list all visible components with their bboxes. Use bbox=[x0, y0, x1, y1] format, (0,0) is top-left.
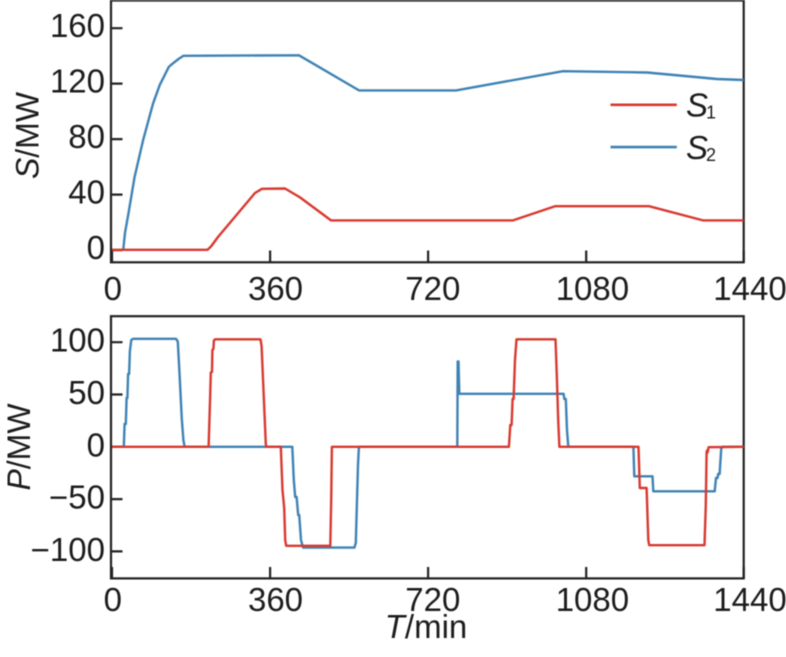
svg-text:1440: 1440 bbox=[713, 270, 786, 307]
svg-text:0: 0 bbox=[104, 581, 122, 618]
svg-text:1440: 1440 bbox=[713, 581, 786, 618]
svg-text:40: 40 bbox=[68, 174, 105, 211]
svg-text:S: S bbox=[686, 87, 708, 124]
svg-text:360: 360 bbox=[248, 581, 303, 618]
svg-text:120: 120 bbox=[50, 63, 105, 100]
svg-text:160: 160 bbox=[50, 7, 105, 44]
svg-text:S/MW: S/MW bbox=[10, 91, 46, 179]
svg-text:1080: 1080 bbox=[556, 270, 629, 307]
svg-text:−100: −100 bbox=[31, 531, 105, 568]
svg-text:1: 1 bbox=[706, 103, 716, 123]
svg-text:100: 100 bbox=[50, 322, 105, 359]
svg-text:2: 2 bbox=[706, 145, 716, 165]
svg-text:0: 0 bbox=[104, 270, 122, 307]
svg-text:P/MW: P/MW bbox=[1, 403, 37, 491]
svg-text:−50: −50 bbox=[49, 479, 105, 516]
svg-text:360: 360 bbox=[248, 270, 303, 307]
svg-text:50: 50 bbox=[68, 374, 105, 411]
svg-text:T/min: T/min bbox=[385, 608, 468, 645]
svg-text:S: S bbox=[686, 129, 708, 166]
svg-text:0: 0 bbox=[87, 229, 105, 266]
svg-text:720: 720 bbox=[405, 270, 460, 307]
svg-text:720: 720 bbox=[405, 581, 460, 618]
svg-text:1080: 1080 bbox=[556, 581, 629, 618]
svg-text:80: 80 bbox=[68, 118, 105, 155]
svg-text:0: 0 bbox=[87, 426, 105, 463]
